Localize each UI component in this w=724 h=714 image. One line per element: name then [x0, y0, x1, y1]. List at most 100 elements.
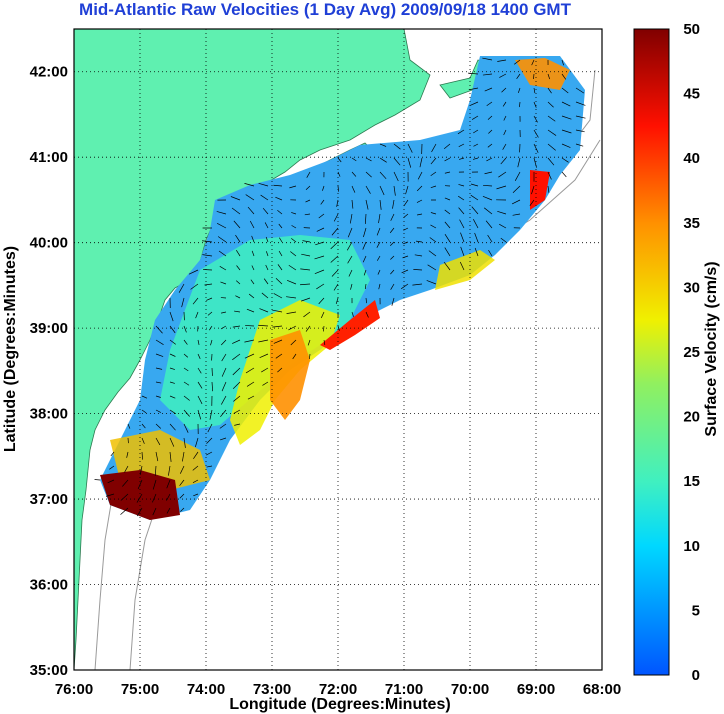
velocity-vector: [169, 451, 172, 462]
velocity-vector: [278, 250, 283, 257]
velocity-vector: [220, 339, 227, 346]
velocity-vector: [206, 451, 213, 456]
velocity-region: [320, 300, 380, 350]
velocity-vector: [333, 283, 339, 291]
velocity-vector: [347, 227, 353, 238]
velocity-vector: [197, 353, 201, 359]
velocity-vector: [471, 206, 479, 215]
velocity-vector: [233, 220, 241, 229]
velocity-vector: [470, 101, 479, 106]
velocity-vector: [166, 493, 171, 501]
velocity-vector: [183, 395, 190, 401]
velocity-vector: [377, 269, 381, 275]
velocity-vector: [426, 280, 437, 285]
y-tick-label: 41:00: [30, 149, 68, 166]
y-tick-label: 35:00: [30, 662, 68, 679]
velocity-vector: [192, 479, 199, 483]
y-tick-labels: 42:00 41:00 40:00 39:00 38:00 37:00 36:00 35:00: [30, 64, 68, 679]
velocity-vector: [561, 59, 564, 66]
velocity-vector: [498, 171, 507, 178]
velocity-vector: [155, 353, 164, 357]
x-tick-labels: 76:00 75:00 74:00 73:00 72:00 71:00 70:00 69:00…: [55, 681, 621, 698]
velocity-vector: [300, 283, 311, 286]
velocity-vector: [180, 507, 185, 512]
velocity-vector: [155, 367, 163, 370]
velocity-vector: [231, 207, 241, 215]
velocity-vector: [210, 339, 213, 346]
velocity-vector: [458, 195, 465, 201]
velocity-vector: [349, 213, 353, 224]
velocity-vector: [155, 451, 159, 462]
velocity-vector: [169, 367, 176, 370]
velocity-vector: [169, 409, 176, 415]
velocity-vector: [126, 451, 129, 458]
velocity-vector: [390, 255, 395, 260]
velocity-vector: [190, 283, 199, 290]
y-tick-label: 39:00: [30, 320, 68, 337]
velocity-vector: [232, 325, 241, 328]
velocity-vector: [139, 465, 143, 475]
velocity-vector: [221, 381, 227, 392]
velocity-vector: [183, 423, 189, 433]
velocity-vector: [304, 213, 311, 216]
velocity-vector: [301, 253, 311, 257]
velocity-vector: [169, 353, 176, 357]
velocity-vector: [365, 171, 372, 178]
velocity-vector: [273, 293, 283, 299]
velocity-vector: [260, 194, 269, 201]
colorbar-tick-label: 0: [692, 667, 700, 684]
colorbar-tick-label: 45: [683, 86, 700, 103]
velocity-vector: [152, 507, 157, 516]
velocity-vector: [236, 250, 241, 257]
velocity-vector: [277, 209, 283, 215]
velocity-vector: [136, 493, 143, 503]
velocity-vector: [414, 254, 423, 257]
velocity-vector: [487, 115, 493, 120]
velocity-vector: [511, 199, 521, 205]
velocity-vector: [316, 283, 325, 290]
velocity-vector: [234, 423, 241, 426]
velocity-vector: [323, 339, 326, 345]
velocity-vector: [531, 59, 535, 66]
velocity-vector: [351, 199, 354, 209]
velocity-vector: [178, 283, 185, 293]
velocity-vector: [561, 87, 569, 94]
velocity-vector: [390, 241, 395, 246]
velocity-vector: [155, 381, 162, 384]
velocity-vector: [197, 381, 203, 389]
velocity-vector: [266, 251, 269, 257]
velocity-vector: [378, 213, 381, 224]
velocity-vector: [487, 234, 493, 243]
velocity-vector: [430, 157, 437, 165]
velocity-vector: [235, 234, 241, 243]
velocity-vector: [232, 381, 241, 390]
velocity-vector: [547, 129, 557, 136]
velocity-vector: [275, 196, 283, 201]
velocity-vector: [288, 264, 297, 271]
velocity-vector: [533, 87, 536, 94]
x-tick-label: 70:00: [451, 681, 489, 698]
velocity-vector: [290, 339, 297, 346]
colorbar-tick-label: 25: [683, 344, 700, 361]
velocity-vector: [166, 507, 171, 514]
velocity-vector: [362, 255, 367, 263]
velocity-vector: [413, 269, 423, 271]
velocity-vector: [500, 237, 507, 243]
colorbar: [633, 28, 670, 676]
velocity-vector: [444, 171, 451, 174]
velocity-vector: [197, 409, 202, 420]
velocity-vector: [110, 451, 115, 457]
velocity-vector: [206, 465, 213, 468]
velocity-vector: [197, 395, 203, 405]
velocity-vector: [483, 184, 493, 187]
velocity-vector: [575, 115, 586, 119]
velocity-vector: [533, 143, 539, 153]
velocity-vector: [348, 269, 353, 277]
velocity-vector: [264, 222, 269, 229]
velocity-vector: [376, 241, 381, 248]
velocity-vector: [365, 157, 372, 162]
velocity-vector: [482, 195, 493, 201]
velocity-vector: [393, 157, 401, 166]
velocity-vector: [179, 465, 185, 474]
